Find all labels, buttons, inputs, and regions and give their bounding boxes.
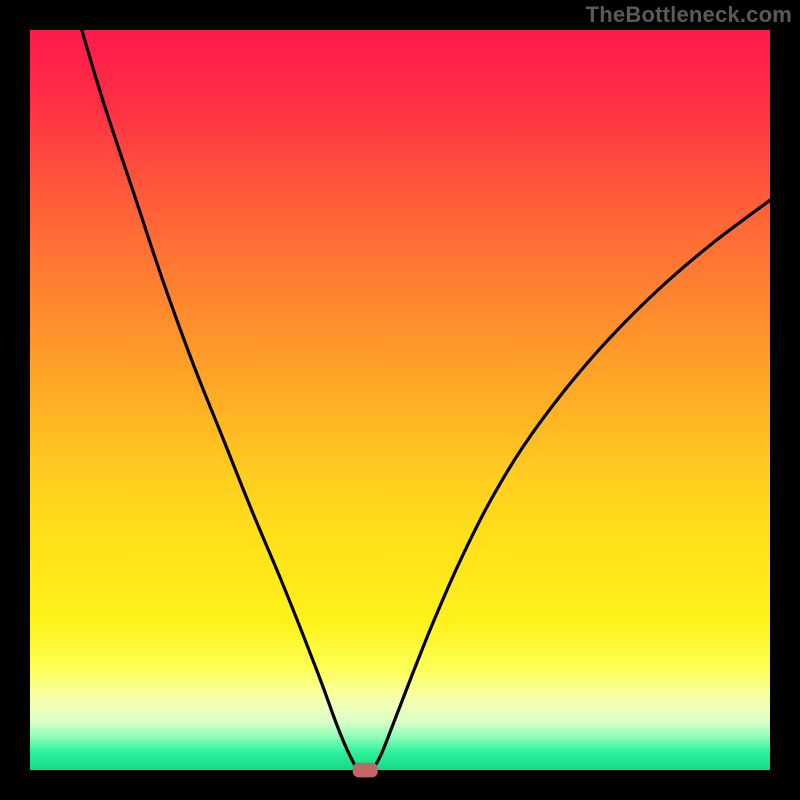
- bottleneck-chart-svg: [0, 0, 800, 800]
- bottleneck-marker: [353, 763, 378, 778]
- watermark-text: TheBottleneck.com: [586, 2, 792, 28]
- chart-stage: TheBottleneck.com: [0, 0, 800, 800]
- chart-plot-area: [30, 30, 770, 770]
